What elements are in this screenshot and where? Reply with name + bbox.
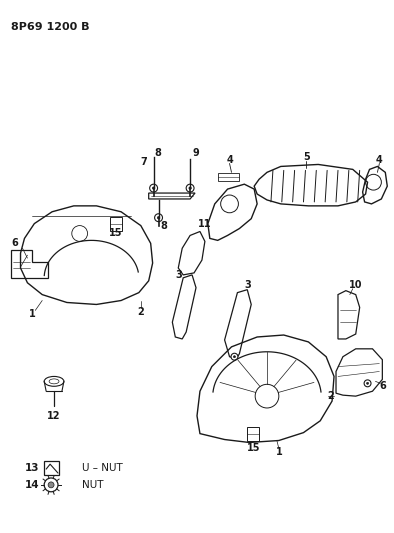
Circle shape bbox=[152, 187, 155, 189]
Text: 3: 3 bbox=[175, 270, 182, 280]
Bar bbox=[247, 427, 259, 440]
Text: 15: 15 bbox=[110, 229, 123, 238]
Circle shape bbox=[231, 353, 238, 360]
Text: 7: 7 bbox=[140, 157, 147, 167]
Circle shape bbox=[157, 216, 160, 219]
Text: 2: 2 bbox=[328, 391, 335, 401]
Text: 2: 2 bbox=[138, 308, 144, 317]
Text: 4: 4 bbox=[376, 155, 383, 165]
Circle shape bbox=[234, 356, 236, 358]
Circle shape bbox=[186, 184, 194, 192]
Circle shape bbox=[189, 187, 191, 189]
Text: 4: 4 bbox=[226, 155, 233, 165]
Text: 3: 3 bbox=[244, 280, 251, 290]
Text: 1: 1 bbox=[275, 447, 282, 457]
Text: 15: 15 bbox=[246, 443, 260, 454]
Text: 5: 5 bbox=[303, 151, 310, 161]
Text: 8: 8 bbox=[160, 221, 167, 231]
Text: 1: 1 bbox=[29, 309, 36, 319]
Text: 10: 10 bbox=[349, 280, 362, 290]
Text: 8P69 1200 B: 8P69 1200 B bbox=[11, 21, 89, 31]
Circle shape bbox=[150, 184, 158, 192]
Bar bbox=[110, 217, 122, 230]
Ellipse shape bbox=[44, 376, 64, 386]
Text: 12: 12 bbox=[47, 411, 61, 421]
Circle shape bbox=[154, 214, 162, 222]
Circle shape bbox=[48, 482, 54, 488]
Text: 9: 9 bbox=[193, 148, 199, 158]
Text: 8: 8 bbox=[154, 148, 161, 158]
Circle shape bbox=[366, 382, 368, 384]
Circle shape bbox=[44, 478, 58, 492]
Text: 13: 13 bbox=[25, 463, 40, 473]
Text: 6: 6 bbox=[379, 381, 386, 391]
Text: NUT: NUT bbox=[82, 480, 103, 490]
Text: 11: 11 bbox=[198, 219, 212, 229]
Text: 14: 14 bbox=[25, 480, 40, 490]
Bar bbox=[218, 173, 240, 181]
Circle shape bbox=[364, 380, 371, 387]
Text: U – NUT: U – NUT bbox=[82, 463, 123, 473]
Text: 6: 6 bbox=[11, 238, 18, 248]
